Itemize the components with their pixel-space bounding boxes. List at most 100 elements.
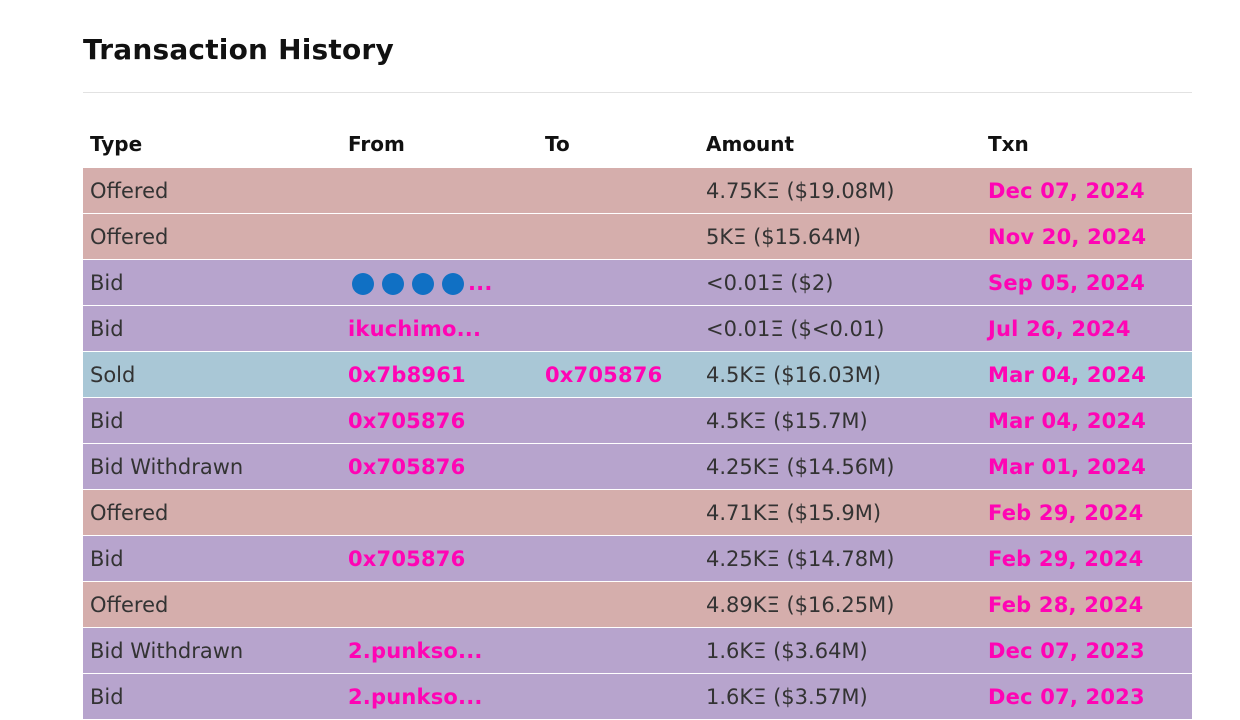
cell-amount: 1.6KΞ ($3.64M) [699, 627, 981, 674]
cell-amount: 4.5KΞ ($16.03M) [699, 351, 981, 398]
column-header-from: From [341, 121, 538, 168]
cell-from [341, 581, 538, 628]
emoji-dot-icon [442, 272, 464, 295]
cell-to [538, 489, 699, 536]
cell-txn: Feb 29, 2024 [981, 535, 1192, 582]
from-address-link[interactable]: 0x705876 [348, 408, 466, 433]
cell-type: Bid Withdrawn [83, 443, 341, 490]
cell-txn: Feb 29, 2024 [981, 489, 1192, 536]
txn-date-link[interactable]: Feb 28, 2024 [988, 592, 1144, 617]
txn-date-link[interactable]: Feb 29, 2024 [988, 500, 1144, 525]
table-row: Offered 4.89KΞ ($16.25M) Feb 28, 2024 [83, 581, 1192, 628]
txn-date-link[interactable]: Dec 07, 2023 [988, 638, 1145, 663]
txn-date-link[interactable]: Mar 04, 2024 [988, 362, 1147, 387]
column-header-to: To [538, 121, 699, 168]
cell-to [538, 581, 699, 628]
table-row: Bid 0x705876 4.5KΞ ($15.7M) Mar 04, 2024 [83, 397, 1192, 444]
cell-from: 0x7b8961 [341, 351, 538, 398]
cell-txn: Dec 07, 2023 [981, 673, 1192, 720]
txn-date-link[interactable]: Dec 07, 2024 [988, 178, 1145, 203]
cell-amount: <0.01Ξ ($2) [699, 259, 981, 306]
cell-txn: Mar 04, 2024 [981, 351, 1192, 398]
cell-type: Bid [83, 259, 341, 306]
from-address-link[interactable]: ikuchimo... [348, 316, 482, 341]
title-divider [83, 92, 1192, 93]
cell-type: Bid [83, 535, 341, 582]
cell-from: ikuchimo... [341, 305, 538, 352]
cell-type: Sold [83, 351, 341, 398]
txn-date-link[interactable]: Jul 26, 2024 [988, 316, 1131, 341]
cell-txn: Mar 01, 2024 [981, 443, 1192, 490]
cell-amount: 4.89KΞ ($16.25M) [699, 581, 981, 628]
cell-from: 2.punkso... [341, 673, 538, 720]
cell-amount: 5KΞ ($15.64M) [699, 213, 981, 260]
transaction-history-section: Transaction History Type From To Amount … [83, 28, 1192, 720]
cell-txn: Dec 07, 2023 [981, 627, 1192, 674]
cell-from: 2.punkso... [341, 627, 538, 674]
cell-to [538, 213, 699, 260]
cell-from: ... [341, 259, 538, 306]
table-body: Offered 4.75KΞ ($19.08M) Dec 07, 2024 Offer… [83, 167, 1192, 720]
cell-type: Bid Withdrawn [83, 627, 341, 674]
from-address-link[interactable]: 0x705876 [348, 546, 466, 571]
table-row: Sold 0x7b8961 0x705876 4.5KΞ ($16.03M) Mar 0… [83, 351, 1192, 398]
cell-txn: Jul 26, 2024 [981, 305, 1192, 352]
cell-txn: Nov 20, 2024 [981, 213, 1192, 260]
from-address-link[interactable]: 0x7b8961 [348, 362, 466, 387]
cell-amount: 4.71KΞ ($15.9M) [699, 489, 981, 536]
cell-from: 0x705876 [341, 443, 538, 490]
cell-from [341, 489, 538, 536]
from-address-link[interactable]: ... [348, 271, 493, 295]
txn-date-link[interactable]: Sep 05, 2024 [988, 270, 1146, 295]
cell-type: Offered [83, 213, 341, 260]
cell-txn: Sep 05, 2024 [981, 259, 1192, 306]
table-row: Offered 4.75KΞ ($19.08M) Dec 07, 2024 [83, 167, 1192, 214]
table-row: Bid ikuchimo... <0.01Ξ ($<0.01) Jul 26, 202… [83, 305, 1192, 352]
column-header-type: Type [83, 121, 341, 168]
txn-date-link[interactable]: Mar 01, 2024 [988, 454, 1147, 479]
txn-date-link[interactable]: Nov 20, 2024 [988, 224, 1147, 249]
cell-to [538, 627, 699, 674]
to-address-link[interactable]: 0x705876 [545, 362, 663, 387]
table-header-row: Type From To Amount Txn [83, 121, 1192, 168]
cell-from: 0x705876 [341, 397, 538, 444]
table-row: Bid... <0.01Ξ ($2) Sep 05, 2024 [83, 259, 1192, 306]
cell-amount: 4.75KΞ ($19.08M) [699, 167, 981, 214]
cell-amount: <0.01Ξ ($<0.01) [699, 305, 981, 352]
table-row: Bid 0x705876 4.25KΞ ($14.78M) Feb 29, 2024 [83, 535, 1192, 582]
txn-date-link[interactable]: Mar 04, 2024 [988, 408, 1147, 433]
ellipsis: ... [468, 270, 493, 295]
cell-to [538, 535, 699, 582]
from-address-link[interactable]: 2.punkso... [348, 684, 483, 709]
cell-amount: 1.6KΞ ($3.57M) [699, 673, 981, 720]
cell-to [538, 673, 699, 720]
table-row: Offered 5KΞ ($15.64M) Nov 20, 2024 [83, 213, 1192, 260]
cell-type: Offered [83, 581, 341, 628]
from-address-link[interactable]: 0x705876 [348, 454, 466, 479]
txn-date-link[interactable]: Dec 07, 2023 [988, 684, 1145, 709]
cell-to [538, 397, 699, 444]
transaction-table: Type From To Amount Txn Offered 4.75KΞ ($… [83, 121, 1192, 720]
cell-txn: Mar 04, 2024 [981, 397, 1192, 444]
column-header-amount: Amount [699, 121, 981, 168]
cell-type: Bid [83, 397, 341, 444]
cell-to [538, 167, 699, 214]
table-row: Offered 4.71KΞ ($15.9M) Feb 29, 2024 [83, 489, 1192, 536]
page-title: Transaction History [83, 33, 394, 66]
emoji-dot-icon [412, 272, 434, 295]
cell-type: Offered [83, 167, 341, 214]
table-row: Bid 2.punkso... 1.6KΞ ($3.57M) Dec 07, 2023 [83, 673, 1192, 720]
cell-txn: Dec 07, 2024 [981, 167, 1192, 214]
emoji-dot-icon [382, 272, 404, 295]
cell-type: Bid [83, 305, 341, 352]
from-address-link[interactable]: 2.punkso... [348, 638, 483, 663]
cell-from: 0x705876 [341, 535, 538, 582]
cell-to: 0x705876 [538, 351, 699, 398]
txn-date-link[interactable]: Feb 29, 2024 [988, 546, 1144, 571]
cell-amount: 4.25KΞ ($14.56M) [699, 443, 981, 490]
cell-to [538, 305, 699, 352]
cell-from [341, 167, 538, 214]
table-row: Bid Withdrawn 0x705876 4.25KΞ ($14.56M) Mar… [83, 443, 1192, 490]
cell-to [538, 259, 699, 306]
cell-amount: 4.5KΞ ($15.7M) [699, 397, 981, 444]
